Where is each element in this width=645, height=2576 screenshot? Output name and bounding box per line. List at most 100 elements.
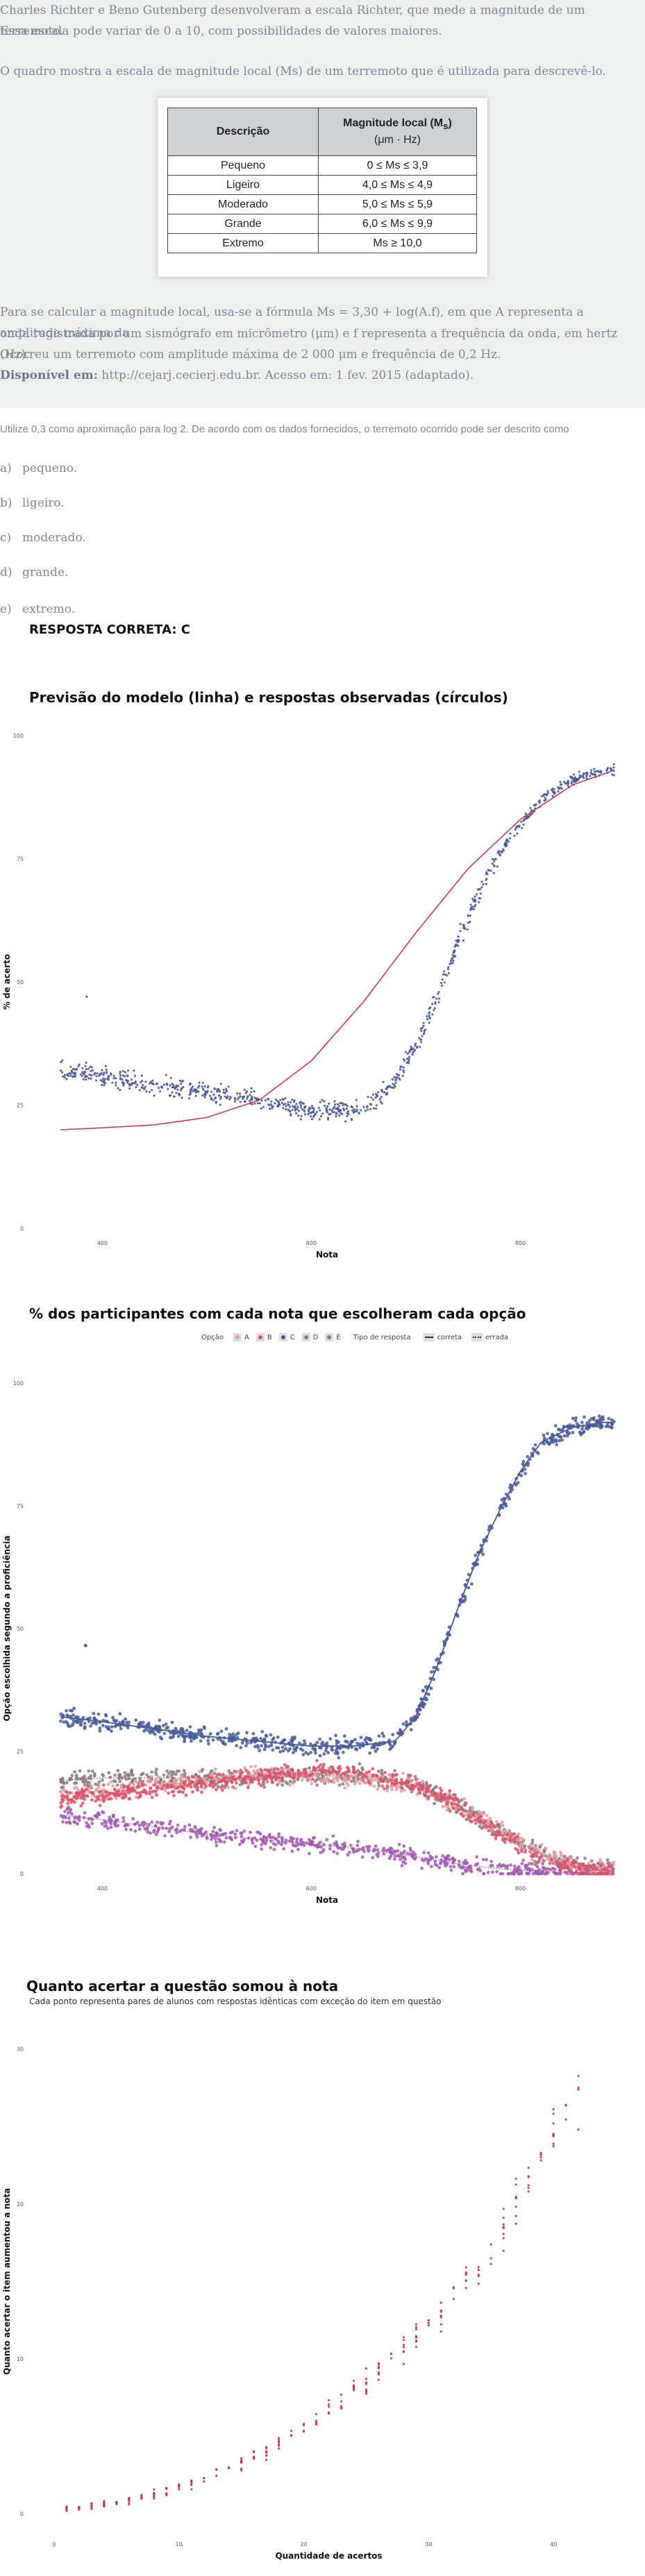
option-e-point	[195, 1835, 199, 1839]
observed-point	[422, 1024, 425, 1027]
option-e-point	[495, 1870, 499, 1874]
option-c-point	[98, 1727, 102, 1730]
option-b-point	[519, 1849, 523, 1854]
option-e-point	[449, 1865, 453, 1869]
observed-point	[140, 1081, 142, 1084]
option-c-point	[574, 1416, 578, 1420]
option-c-point	[158, 1725, 162, 1729]
option-c-point	[290, 1736, 294, 1740]
pair-point	[352, 2384, 355, 2387]
option-b-point	[182, 1786, 185, 1790]
observed-point	[369, 1103, 371, 1105]
observed-point	[188, 1083, 191, 1086]
observed-point	[217, 1087, 220, 1091]
option-a-point	[106, 1782, 110, 1786]
option-e-point	[403, 1855, 407, 1859]
pair-point	[402, 2350, 405, 2353]
option-b-point	[60, 1799, 65, 1804]
legend-line-wrong	[471, 1333, 483, 1341]
observed-point	[222, 1091, 225, 1094]
observed-point	[126, 1081, 129, 1084]
observed-point	[426, 1017, 429, 1021]
observed-point	[390, 1086, 394, 1089]
observed-point	[437, 990, 440, 994]
observed-point	[559, 781, 562, 783]
option-b-point	[591, 1863, 595, 1867]
observed-point	[198, 1085, 201, 1087]
legend-option-title: Opção	[201, 1333, 224, 1341]
observed-point	[115, 1084, 117, 1087]
option-e-point	[486, 1870, 490, 1874]
observed-point	[544, 797, 546, 799]
observed-point	[280, 1101, 283, 1104]
option-c-point	[436, 1657, 440, 1661]
option-c-point	[235, 1744, 238, 1747]
observed-point	[253, 1090, 256, 1093]
observed-point	[399, 1068, 402, 1071]
observed-point	[378, 1098, 382, 1101]
option-c-point	[227, 1739, 231, 1743]
observed-point	[466, 928, 469, 931]
option-e-point	[133, 1829, 137, 1833]
option-d-point	[101, 1779, 104, 1782]
option-a-point	[471, 1806, 474, 1809]
option-e-point	[521, 1858, 525, 1862]
option-b-point	[417, 1790, 421, 1795]
y-tick-label: 0	[20, 1871, 24, 1877]
option-b-point	[70, 1798, 74, 1802]
option-b-point	[453, 1793, 457, 1797]
observed-point	[65, 1078, 68, 1081]
observed-point	[175, 1092, 178, 1094]
option-e-point	[176, 1823, 180, 1827]
observed-point	[570, 775, 573, 779]
observed-point	[441, 978, 444, 981]
option-d[interactable]: d) grande.	[0, 566, 69, 579]
option-e-point	[189, 1827, 192, 1831]
option-c-point	[125, 1720, 129, 1725]
option-b-point	[321, 1770, 324, 1774]
pair-point	[577, 2074, 580, 2078]
option-d-point	[349, 1779, 353, 1783]
option-b-point	[492, 1824, 495, 1828]
option-c-point	[342, 1734, 346, 1738]
observed-point	[326, 1111, 329, 1114]
option-e-point	[109, 1822, 113, 1826]
option-a-point	[322, 1777, 326, 1781]
option-e[interactable]: e) extremo.	[0, 602, 76, 616]
observed-point	[284, 1097, 287, 1100]
option-b-point	[244, 1774, 248, 1779]
option-d-point	[431, 1788, 435, 1791]
pair-point	[178, 2488, 181, 2491]
observed-point	[287, 1103, 290, 1106]
option-a[interactable]: a) pequeno.	[0, 461, 78, 475]
observed-point	[558, 787, 561, 790]
option-c-point	[542, 1436, 546, 1440]
option-e-point	[289, 1836, 293, 1840]
option-e-point	[210, 1838, 213, 1841]
observed-point	[124, 1075, 126, 1078]
pair-point	[439, 2301, 442, 2304]
option-c[interactable]: c) moderado.	[0, 531, 86, 545]
option-b-point	[607, 1865, 610, 1869]
option-e-point	[519, 1872, 523, 1876]
pair-point	[265, 2447, 268, 2450]
option-b-point	[90, 1798, 94, 1802]
option-a-point	[479, 1811, 483, 1815]
table-row: Moderado 5,0 ≤ Ms ≤ 5,9	[167, 194, 477, 214]
option-e-point	[348, 1850, 351, 1854]
option-b-point	[346, 1774, 350, 1778]
option-e-point	[76, 1822, 79, 1826]
option-b[interactable]: b) ligeiro.	[0, 496, 65, 510]
observed-point	[91, 1069, 94, 1072]
observed-point	[84, 1076, 87, 1078]
option-e-point	[517, 1865, 521, 1869]
option-b-point	[290, 1768, 294, 1771]
option-c-point	[318, 1737, 322, 1741]
observed-point	[391, 1078, 394, 1081]
observed-point	[134, 1080, 137, 1083]
option-c-point	[553, 1424, 558, 1427]
option-c-point	[253, 1745, 257, 1749]
option-c-point	[571, 1431, 575, 1434]
option-c-point	[158, 1735, 162, 1739]
option-c-point	[558, 1439, 562, 1443]
